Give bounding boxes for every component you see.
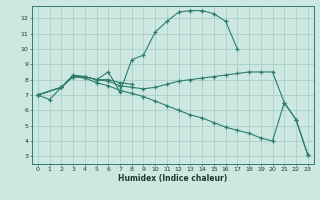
X-axis label: Humidex (Indice chaleur): Humidex (Indice chaleur) (118, 174, 228, 183)
